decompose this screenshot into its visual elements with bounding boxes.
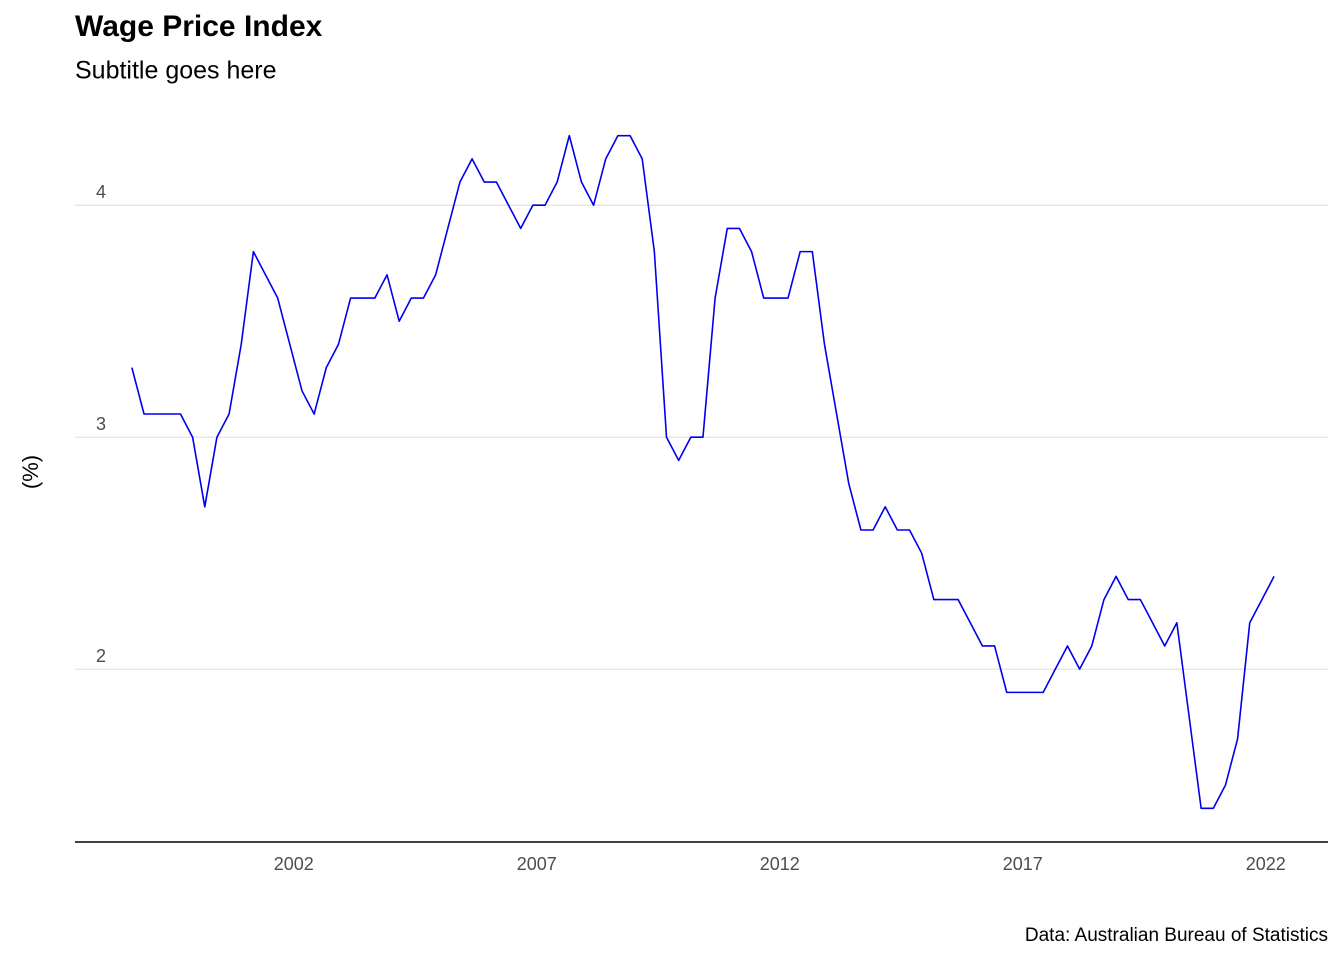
chart-subtitle: Subtitle goes here — [75, 57, 277, 85]
chart-title: Wage Price Index — [75, 10, 323, 43]
y-tick-label: 2 — [96, 646, 106, 666]
x-tick-label: 2002 — [274, 854, 314, 874]
x-tick-label: 2017 — [1003, 854, 1043, 874]
y-tick-label: 3 — [96, 414, 106, 434]
caption: Data: Australian Bureau of Statistics — [1025, 925, 1328, 946]
data-line — [131, 134, 1275, 810]
x-tick-label: 2007 — [517, 854, 557, 874]
x-tick-label: 2022 — [1246, 854, 1286, 874]
x-tick-label: 2012 — [760, 854, 800, 874]
y-axis-title: (%) — [18, 455, 43, 489]
y-tick-label: 4 — [96, 182, 106, 202]
